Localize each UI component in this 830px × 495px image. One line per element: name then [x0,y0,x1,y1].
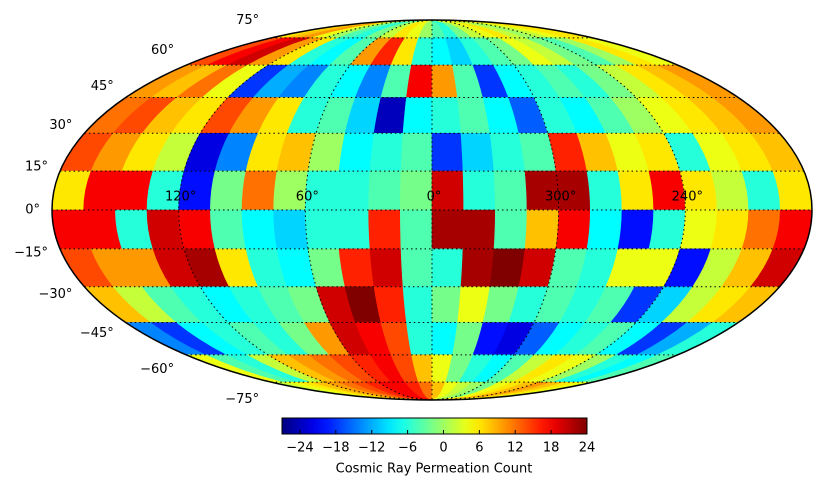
colorbar-tick-label: 0 [439,441,447,456]
heat-cell [368,209,402,250]
meridian [304,20,433,400]
heat-cell [493,170,528,211]
colorbar-tick-label: −24 [286,441,313,456]
heat-cell [431,286,462,323]
lat-label: 75° [236,13,259,28]
heat-cell [586,170,623,211]
lat-label: 60° [151,43,174,58]
heat-cell [369,132,404,172]
lat-label: −15° [14,245,48,260]
colorbar-tick-label: −6 [398,441,417,456]
lat-label: 30° [49,118,72,133]
heat-cell [555,209,591,250]
lat-label: −30° [38,287,72,302]
heat-cell [336,170,371,211]
heat-cell [493,209,528,250]
meridian [431,20,686,400]
colorbar-tick-label: 12 [507,441,524,456]
heat-cell [648,209,686,250]
lat-label: −75° [225,392,259,407]
heat-cell [336,209,371,250]
heat-cell [431,132,464,172]
colorbar-tick-label: −18 [322,441,349,456]
lat-label: 45° [91,79,114,94]
lat-label: 15° [25,160,48,175]
heat-cell [368,170,402,211]
heat-cell [489,248,526,288]
lon-label: 0° [427,190,442,205]
heat-cell [431,209,464,250]
meridian [431,20,560,400]
colorbar-tick-label: 18 [543,441,560,456]
sky-map [52,20,812,400]
lon-label: 240° [672,190,703,205]
graticule [52,20,812,400]
colorbar [281,417,588,435]
heat-cell [369,248,404,288]
heat-cell [586,209,623,250]
heat-cell [431,97,462,134]
lon-label: 120° [165,190,196,205]
lat-label: −60° [140,362,174,377]
heat-cell [210,209,247,250]
heat-cell [617,209,654,250]
heat-cell [710,209,749,250]
heat-cell [402,286,433,323]
colorbar-tick-label: −12 [358,441,385,456]
meridian [178,20,433,400]
heat-cell [305,209,340,250]
lat-label: 0° [25,203,40,218]
heat-cell [241,170,278,211]
colorbar-tick-label: 6 [475,441,483,456]
colorbar-axis: −24 −18 −12 −6 0 6 12 18 24 [286,430,595,456]
heat-cell [617,170,654,211]
heat-cell [400,132,433,172]
heat-cell [460,132,495,172]
heat-cell [338,132,375,172]
heat-cell [710,170,749,211]
heat-cell [402,97,433,134]
heat-cell [400,209,433,250]
heat-cell [462,170,496,211]
heat-cell [462,209,496,250]
heat-cell [178,209,216,250]
heat-cell [406,64,433,98]
heat-cell [489,132,526,172]
heat-cell [460,248,495,288]
heat-cell [210,170,247,211]
colorbar-label: Cosmic Ray Permeation Count [336,462,533,477]
heat-cell [524,209,559,250]
heat-cell [273,209,309,250]
heat-cell [431,248,464,288]
heat-cell [400,248,433,288]
colorbar-tick-label: 24 [579,441,596,456]
map-border [51,19,813,401]
lon-label: 60° [296,190,319,205]
graticule-labels: 75° 60° 45° 30° 15° 0° −15° −30° −45° −60° −75° 120… [14,13,703,407]
heat-cell [241,209,278,250]
heat-cell [406,322,433,356]
lon-label: 300° [545,190,576,205]
heat-cell [338,248,375,288]
lat-label: −45° [80,326,114,341]
